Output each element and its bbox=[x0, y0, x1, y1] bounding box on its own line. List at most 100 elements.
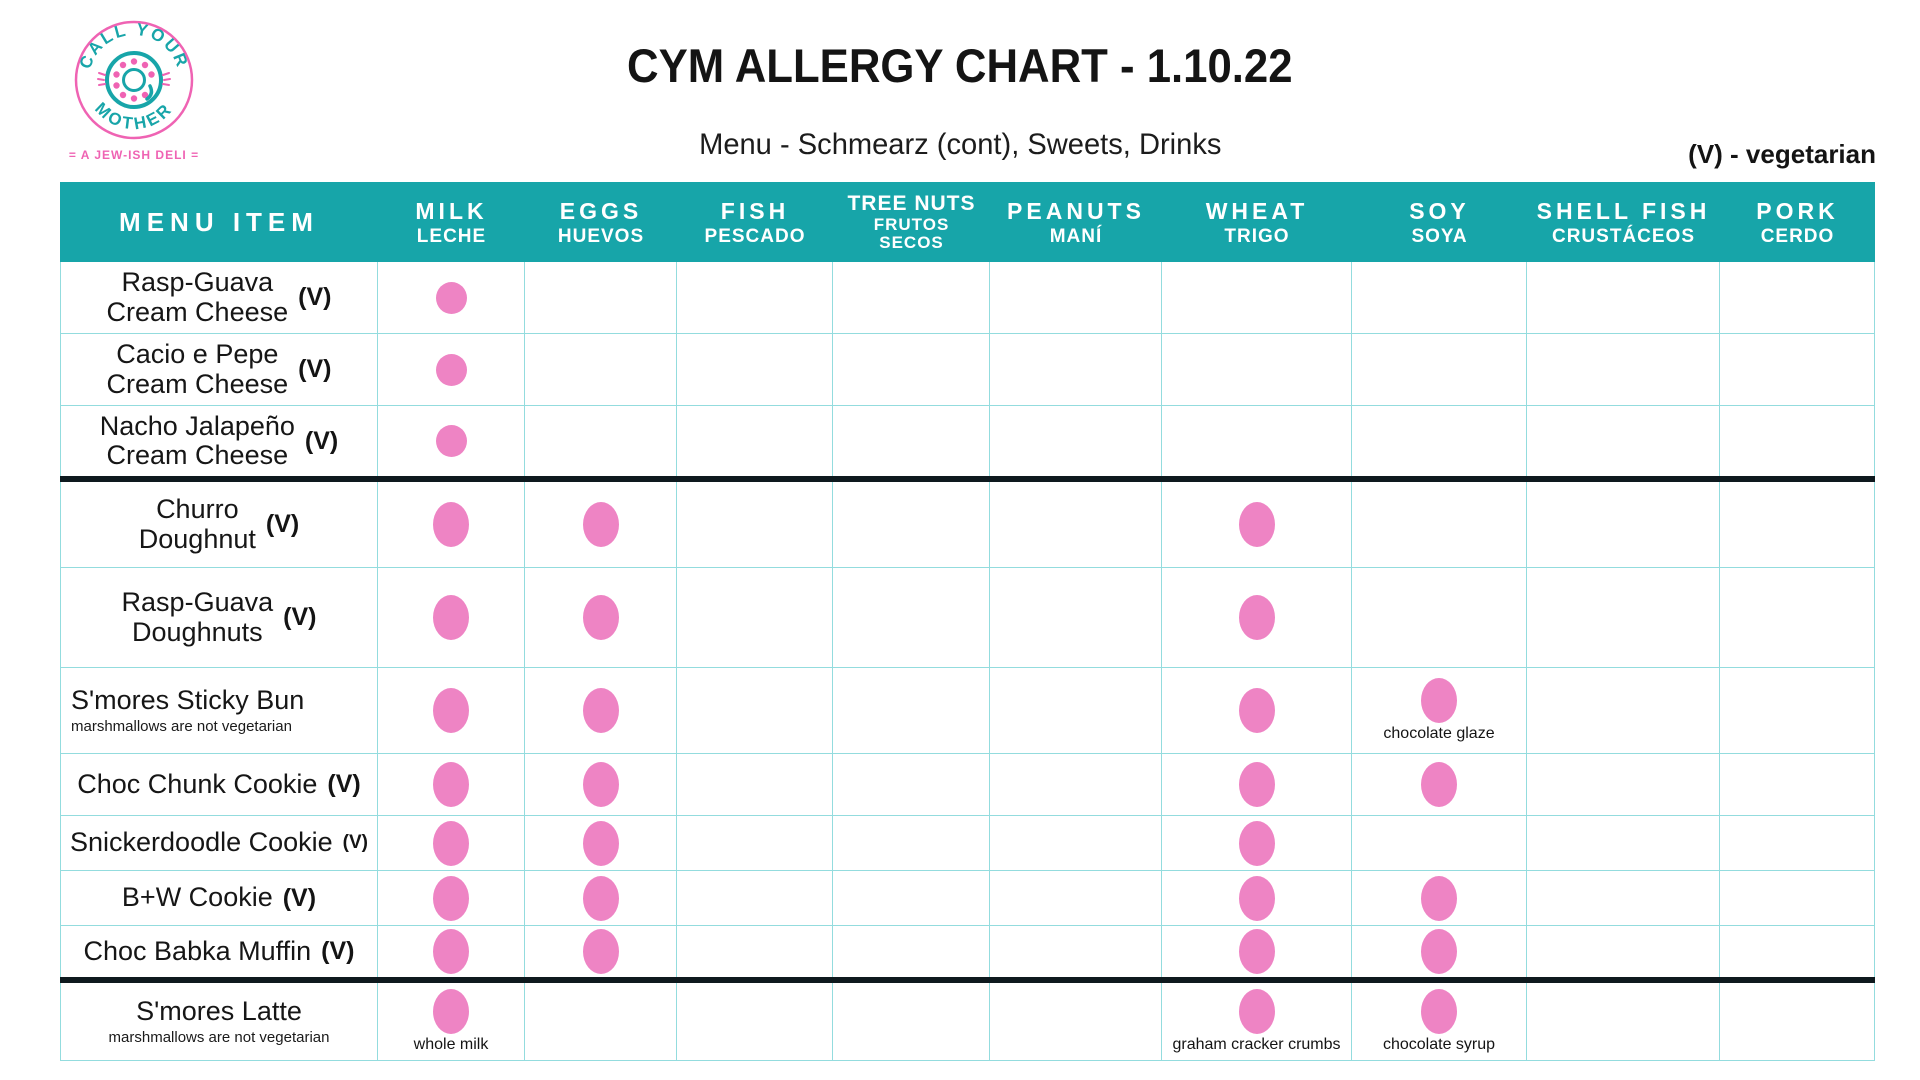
page-title: CYM ALLERGY CHART - 1.10.22 bbox=[627, 39, 1293, 92]
menu-item-name: Rasp-Guava Cream Cheese bbox=[106, 267, 289, 327]
allergen-note: chocolate glaze bbox=[1383, 725, 1495, 742]
table-row: B+W Cookie (V) bbox=[60, 871, 1875, 926]
menu-item-name: Churro Doughnut bbox=[138, 494, 256, 554]
allergen-cell-shellfish bbox=[1527, 816, 1720, 870]
allergen-cell-soy bbox=[1352, 754, 1527, 815]
table-row: Rasp-Guava Cream Cheese (V) bbox=[60, 262, 1875, 334]
table-header: MENU ITEM MILK LECHE EGGS HUEVOS FISH PESCADO T… bbox=[60, 182, 1875, 262]
allergen-cell-wheat bbox=[1162, 334, 1352, 405]
table-row: Nacho Jalapeño Cream Cheese (V) bbox=[60, 406, 1875, 482]
allergen-dot-eggs bbox=[582, 595, 619, 640]
allergen-cell-pork bbox=[1720, 668, 1875, 753]
allergen-cell-eggs bbox=[525, 926, 677, 977]
allergen-cell-tree_nuts bbox=[833, 668, 990, 753]
allergen-dot-wheat bbox=[1238, 929, 1275, 974]
allergen-cell-eggs bbox=[525, 754, 677, 815]
allergen-dot-milk bbox=[433, 875, 469, 921]
allergen-cell-eggs bbox=[525, 482, 677, 567]
allergen-dot-soy bbox=[1421, 762, 1457, 807]
menu-item-cell: S'mores Sticky Bun marshmallows are not v… bbox=[60, 668, 378, 753]
menu-item-cell: Snickerdoodle Cookie (V) bbox=[60, 816, 378, 870]
allergen-cell-tree_nuts bbox=[833, 983, 990, 1060]
allergen-cell-shellfish bbox=[1527, 926, 1720, 977]
table-row: Snickerdoodle Cookie (V) bbox=[60, 816, 1875, 871]
menu-item-name: Choc Chunk Cookie bbox=[77, 768, 318, 799]
menu-item-cell: Rasp-Guava Doughnuts (V) bbox=[60, 568, 378, 667]
allergen-dot-milk bbox=[433, 688, 469, 733]
menu-item-name: S'mores Sticky Bun bbox=[71, 685, 305, 716]
allergen-dot-eggs bbox=[582, 820, 619, 866]
allergen-dot-soy bbox=[1421, 929, 1457, 974]
allergen-cell-soy bbox=[1352, 262, 1527, 333]
menu-item-cell: B+W Cookie (V) bbox=[60, 871, 378, 925]
allergen-dot-milk bbox=[435, 353, 467, 386]
allergen-cell-fish bbox=[677, 871, 833, 925]
allergen-cell-wheat bbox=[1162, 926, 1352, 977]
allergen-dot-milk bbox=[435, 281, 467, 314]
allergen-dot-wheat bbox=[1238, 989, 1275, 1034]
allergen-cell-tree_nuts bbox=[833, 926, 990, 977]
table-row: Choc Babka Muffin (V) bbox=[60, 926, 1875, 983]
allergen-dot-milk bbox=[433, 595, 469, 640]
allergen-cell-peanuts bbox=[990, 926, 1162, 977]
vegetarian-flag: (V) bbox=[321, 937, 355, 965]
allergen-cell-tree_nuts bbox=[833, 754, 990, 815]
allergen-note: graham cracker crumbs bbox=[1172, 1036, 1341, 1053]
allergen-dot-soy bbox=[1421, 875, 1457, 921]
allergen-dot-wheat bbox=[1238, 688, 1275, 733]
allergen-cell-wheat bbox=[1162, 568, 1352, 667]
allergen-cell-soy bbox=[1352, 482, 1527, 567]
allergen-cell-eggs bbox=[525, 406, 677, 476]
allergen-dot-wheat bbox=[1238, 820, 1275, 866]
allergen-dot-soy bbox=[1421, 989, 1457, 1034]
logo-tick-marks bbox=[97, 72, 171, 86]
allergen-cell-fish bbox=[677, 262, 833, 333]
column-header-soy: SOY SOYA bbox=[1409, 197, 1470, 247]
allergen-cell-peanuts bbox=[990, 983, 1162, 1060]
allergen-cell-shellfish bbox=[1527, 668, 1720, 753]
allergen-cell-milk bbox=[378, 262, 525, 333]
allergen-dot-wheat bbox=[1238, 875, 1275, 921]
vegetarian-flag: (V) bbox=[342, 832, 368, 853]
allergen-cell-fish bbox=[677, 568, 833, 667]
allergen-cell-shellfish bbox=[1527, 262, 1720, 333]
allergen-cell-pork bbox=[1720, 926, 1875, 977]
menu-item-cell: Choc Babka Muffin (V) bbox=[60, 926, 378, 977]
allergen-cell-pork bbox=[1720, 816, 1875, 870]
allergen-cell-milk: whole milk bbox=[378, 983, 525, 1060]
menu-item-name: Cacio e Pepe Cream Cheese bbox=[106, 339, 289, 399]
allergen-cell-tree_nuts bbox=[833, 871, 990, 925]
allergen-cell-soy bbox=[1352, 334, 1527, 405]
allergen-dot-eggs bbox=[582, 875, 619, 921]
table-row: Rasp-Guava Doughnuts (V) bbox=[60, 568, 1875, 668]
allergen-cell-eggs bbox=[525, 871, 677, 925]
allergen-cell-soy bbox=[1352, 871, 1527, 925]
allergen-cell-wheat bbox=[1162, 871, 1352, 925]
allergen-cell-fish bbox=[677, 754, 833, 815]
allergen-note: whole milk bbox=[413, 1036, 489, 1053]
vegetarian-flag: (V) bbox=[327, 770, 361, 798]
allergen-note: chocolate syrup bbox=[1382, 1036, 1496, 1053]
vegetarian-flag: (V) bbox=[304, 426, 339, 455]
allergen-cell-milk bbox=[378, 754, 525, 815]
allergen-cell-soy bbox=[1352, 816, 1527, 870]
allergen-cell-eggs bbox=[525, 334, 677, 405]
menu-item-name: Nacho Jalapeño Cream Cheese bbox=[99, 410, 295, 470]
allergen-cell-peanuts bbox=[990, 482, 1162, 567]
allergen-cell-shellfish bbox=[1527, 871, 1720, 925]
allergen-dot-milk bbox=[433, 929, 469, 974]
logo-tagline: = A JEW-ISH DELI = bbox=[68, 148, 200, 162]
allergen-cell-eggs bbox=[525, 568, 677, 667]
column-header-menu_item: MENU ITEM bbox=[119, 206, 319, 237]
allergen-cell-shellfish bbox=[1527, 482, 1720, 567]
allergen-cell-soy: chocolate glaze bbox=[1352, 668, 1527, 753]
allergen-dot-wheat bbox=[1238, 762, 1275, 807]
menu-item-cell: S'mores Latte marshmallows are not vegeta… bbox=[60, 983, 378, 1060]
allergen-cell-milk bbox=[378, 482, 525, 567]
allergen-cell-wheat bbox=[1162, 668, 1352, 753]
menu-item-note: marshmallows are not vegetarian bbox=[108, 1028, 330, 1046]
allergen-cell-soy bbox=[1352, 568, 1527, 667]
allergen-cell-soy bbox=[1352, 406, 1527, 476]
allergen-cell-pork bbox=[1720, 871, 1875, 925]
allergen-cell-shellfish bbox=[1527, 754, 1720, 815]
